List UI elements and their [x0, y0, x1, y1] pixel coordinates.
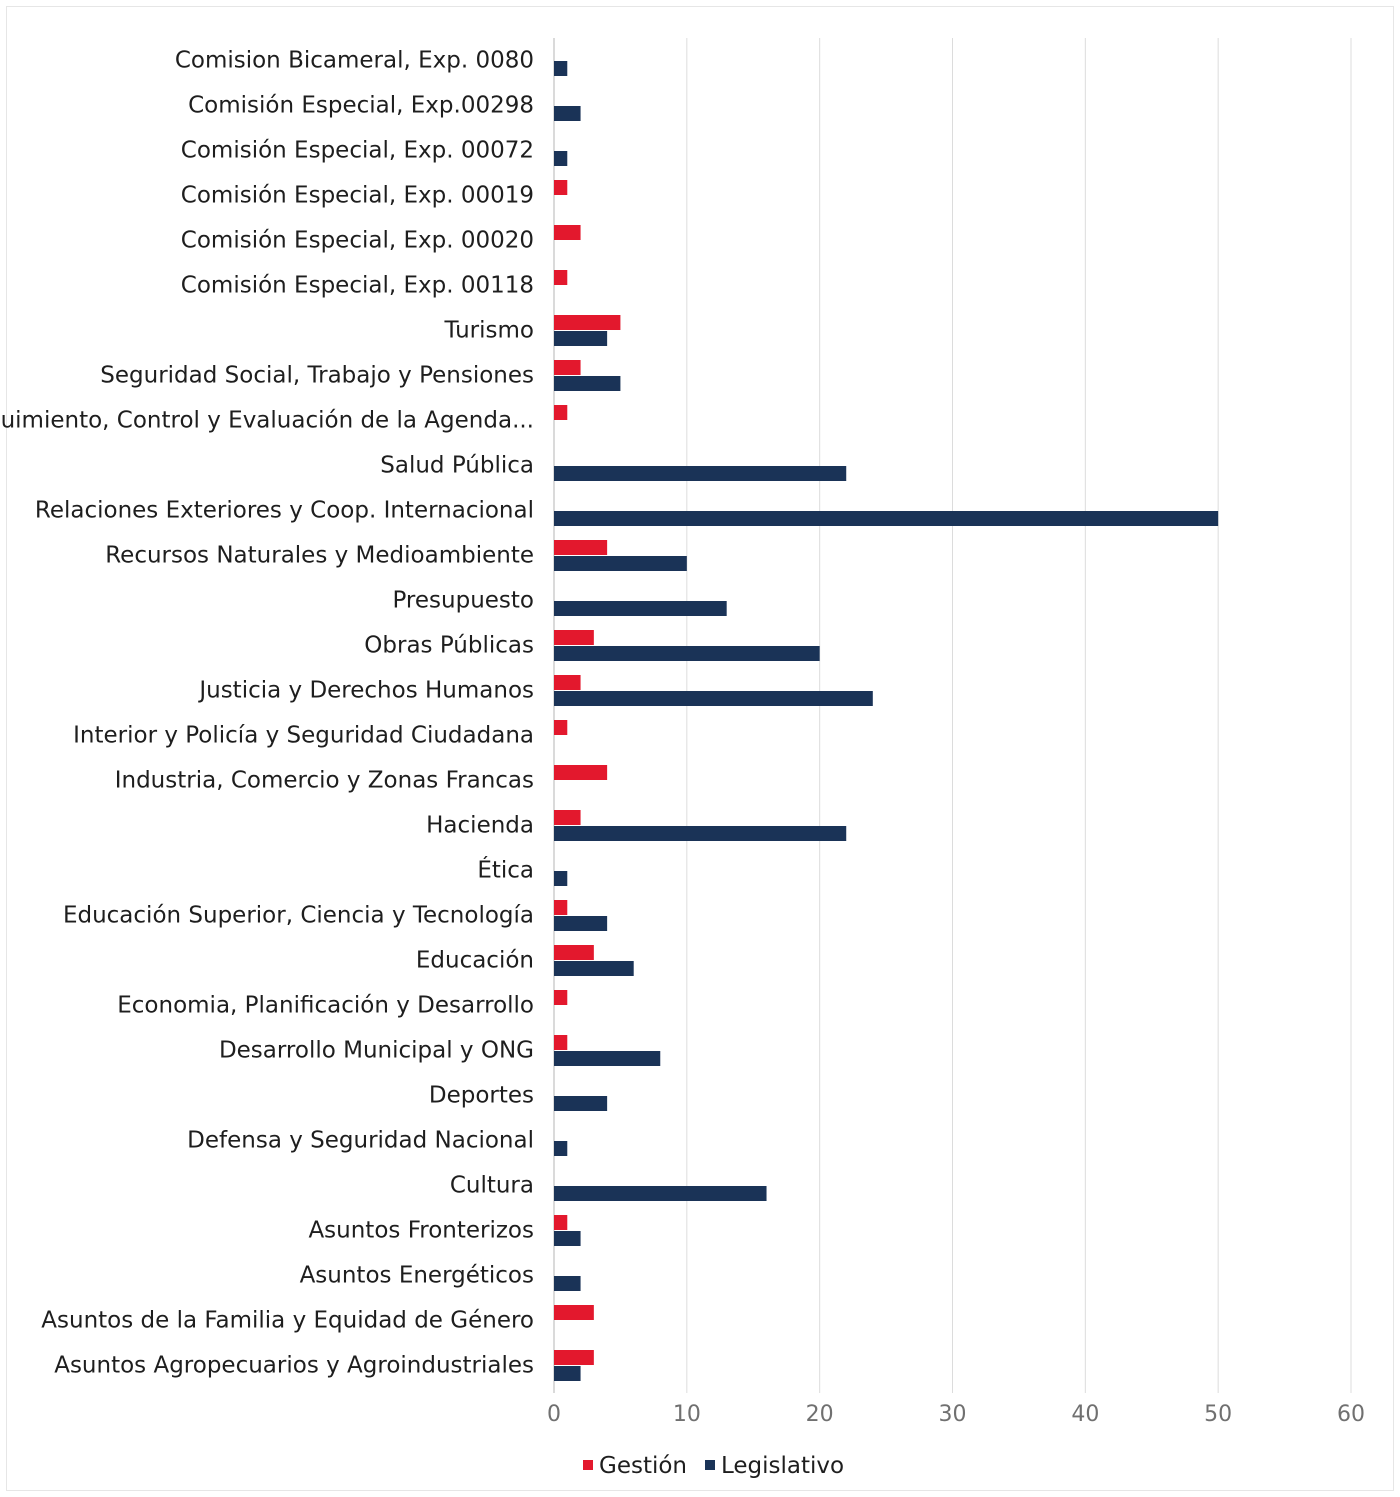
category-label: Asuntos Agropecuarios y Agroindustriales	[54, 1353, 534, 1379]
x-tick-label: 20	[806, 1402, 834, 1427]
chart-frame	[6, 6, 1394, 1491]
bar-gestión	[554, 1305, 594, 1320]
category-label: Educación	[416, 948, 534, 974]
legend[interactable]: Gestión Legislativo	[583, 1453, 844, 1479]
category-label: Hacienda	[426, 813, 534, 839]
category-label: Turismo	[444, 318, 534, 344]
category-label: Asuntos Fronterizos	[308, 1218, 534, 1244]
bar-gestión	[554, 945, 594, 960]
x-tick-label: 0	[547, 1402, 561, 1427]
bar-gestión	[554, 630, 594, 645]
bar-gestión	[554, 180, 568, 195]
bar-gestión	[554, 1215, 568, 1230]
bar-gestión	[554, 810, 581, 825]
legend-label[interactable]: Legislativo	[721, 1453, 844, 1479]
category-label: Obras Públicas	[364, 633, 534, 659]
bar-legislativo	[554, 151, 568, 166]
bar-gestión	[554, 990, 568, 1005]
bar-legislativo	[554, 106, 581, 121]
bar-legislativo	[554, 601, 727, 616]
bar-legislativo	[554, 556, 687, 571]
bar-legislativo	[554, 1096, 608, 1111]
category-label: Economia, Planificación y Desarrollo	[117, 993, 534, 1019]
bar-gestión	[554, 315, 621, 330]
category-label: Justicia y Derechos Humanos	[197, 678, 534, 704]
bar-legislativo	[554, 466, 847, 481]
x-tick-label: 60	[1337, 1402, 1365, 1427]
bar-legislativo	[554, 871, 568, 886]
bar-legislativo	[554, 1276, 581, 1291]
bars	[554, 61, 1219, 1381]
category-label: Comisión Especial, Exp. 00019	[181, 183, 534, 209]
bar-gestión	[554, 675, 581, 690]
bar-legislativo	[554, 826, 847, 841]
category-label: Recursos Naturales y Medioambiente	[105, 543, 534, 569]
bar-legislativo	[554, 331, 608, 346]
bar-legislativo	[554, 376, 621, 391]
category-label: Salud Pública	[380, 453, 534, 479]
category-label: Seguimiento, Control y Evaluación de la …	[0, 408, 534, 434]
category-label: Comisión Especial, Exp.00298	[188, 93, 534, 119]
gridlines	[553, 38, 1352, 1393]
bar-gestión	[554, 360, 581, 375]
bar-gestión	[554, 720, 568, 735]
category-label: Cultura	[450, 1173, 534, 1199]
category-label: Relaciones Exteriores y Coop. Internacio…	[35, 498, 534, 524]
bar-legislativo	[554, 511, 1219, 526]
category-label: Comisión Especial, Exp. 00118	[181, 273, 534, 299]
bar-gestión	[554, 1350, 594, 1365]
category-labels: Comision Bicameral, Exp. 0080 Comisión Es…	[0, 48, 534, 1379]
bar-legislativo	[554, 1051, 661, 1066]
bar-legislativo	[554, 916, 608, 931]
category-label: Ética	[477, 856, 534, 884]
bar-gestión	[554, 405, 568, 420]
bar-gestión	[554, 540, 608, 555]
category-label: Educación Superior, Ciencia y Tecnología	[63, 903, 534, 929]
bar-legislativo	[554, 1231, 581, 1246]
category-label: Asuntos Energéticos	[300, 1263, 534, 1289]
bar-gestión	[554, 270, 568, 285]
bar-gestión	[554, 1035, 568, 1050]
bar-legislativo	[554, 1141, 568, 1156]
legend-swatch	[583, 1460, 593, 1470]
bar-legislativo	[554, 1366, 581, 1381]
bar-legislativo	[554, 691, 873, 706]
category-label: Asuntos de la Familia y Equidad de Géner…	[41, 1308, 534, 1334]
x-tick-label: 30	[939, 1402, 967, 1427]
x-tick-label: 10	[673, 1402, 701, 1427]
legend-label[interactable]: Gestión	[599, 1453, 687, 1479]
bar-legislativo	[554, 1186, 767, 1201]
bar-gestión	[554, 900, 568, 915]
bar-legislativo	[554, 646, 820, 661]
bar-gestión	[554, 765, 608, 780]
category-label: Comisión Especial, Exp. 00072	[181, 138, 534, 164]
x-tick-label: 40	[1071, 1402, 1099, 1427]
bar-legislativo	[554, 61, 568, 76]
category-label: Comision Bicameral, Exp. 0080	[175, 48, 534, 74]
category-label: Deportes	[429, 1083, 534, 1109]
legend-swatch	[705, 1460, 715, 1470]
category-label: Presupuesto	[392, 588, 534, 614]
category-label: Industria, Comercio y Zonas Francas	[115, 768, 534, 794]
x-axis-ticks: 0 10 20 30 40 50 60	[547, 1402, 1365, 1427]
x-tick-label: 50	[1204, 1402, 1232, 1427]
bar-legislativo	[554, 961, 634, 976]
category-label: Seguridad Social, Trabajo y Pensiones	[100, 363, 534, 389]
category-label: Defensa y Seguridad Nacional	[187, 1128, 534, 1154]
bar-gestión	[554, 225, 581, 240]
category-label: Interior y Policía y Seguridad Ciudadana	[73, 723, 534, 749]
category-label: Comisión Especial, Exp. 00020	[181, 228, 534, 254]
category-label: Desarrollo Municipal y ONG	[219, 1038, 534, 1064]
